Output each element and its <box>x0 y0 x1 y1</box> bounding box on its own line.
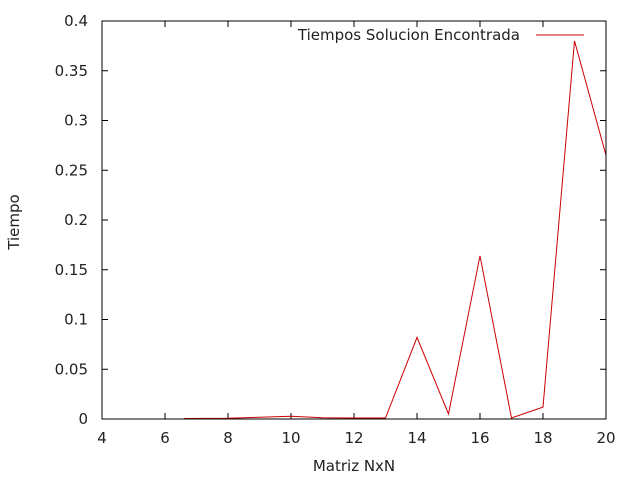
x-axis-label: Matriz NxN <box>313 457 395 475</box>
y-tick-label: 0.35 <box>55 62 88 80</box>
y-tick-label: 0.15 <box>55 261 88 279</box>
x-tick-label: 18 <box>533 429 552 447</box>
y-tick-label: 0 <box>78 410 88 428</box>
x-tick-label: 20 <box>596 429 615 447</box>
series-layer <box>183 40 607 419</box>
legend-label: Tiempos Solucion Encontrada <box>297 26 520 44</box>
x-tick-label: 8 <box>223 429 233 447</box>
y-axis-ticks: 0 0.05 0.1 0.15 0.2 0.25 0.3 0.35 0.4 <box>55 12 606 428</box>
y-tick-label: 0.1 <box>64 311 88 329</box>
y-tick-label: 0.2 <box>64 211 88 229</box>
legend: Tiempos Solucion Encontrada <box>297 26 584 44</box>
y-tick-label: 0.25 <box>55 161 88 179</box>
x-tick-label: 12 <box>344 429 363 447</box>
series-line <box>183 40 607 419</box>
x-tick-label: 4 <box>97 429 107 447</box>
y-tick-label: 0.4 <box>64 12 88 30</box>
x-tick-label: 14 <box>407 429 426 447</box>
y-tick-label: 0.05 <box>55 360 88 378</box>
x-tick-label: 16 <box>470 429 489 447</box>
x-tick-label: 6 <box>160 429 170 447</box>
x-tick-label: 10 <box>281 429 300 447</box>
plot-frame <box>101 20 607 420</box>
x-axis-ticks: 4 6 8 10 12 14 16 18 20 <box>97 21 616 447</box>
y-tick-label: 0.3 <box>64 112 88 130</box>
y-axis-label: Tiempo <box>5 194 23 250</box>
